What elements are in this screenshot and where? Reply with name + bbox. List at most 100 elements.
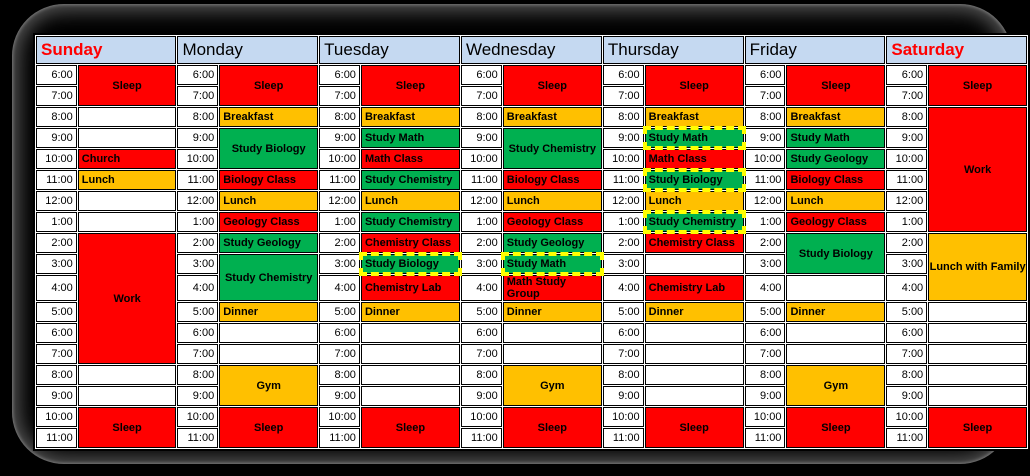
empty-cell-thursday-14[interactable] [644,365,744,385]
empty-cell-saturday-15[interactable] [928,386,1027,406]
time-cell-wednesday-10[interactable]: 4:00 [460,275,502,301]
event-wednesday-geology-class[interactable]: Geology Class [502,212,602,232]
time-cell-saturday-2[interactable]: 8:00 [886,107,928,127]
event-wednesday-sleep[interactable]: Sleep [502,407,602,448]
time-cell-sunday-7[interactable]: 1:00 [36,212,77,232]
time-cell-friday-2[interactable]: 8:00 [744,107,786,127]
empty-cell-tuesday-15[interactable] [360,386,460,406]
time-cell-sunday-8[interactable]: 2:00 [36,233,77,253]
time-cell-monday-10[interactable]: 4:00 [177,275,219,301]
time-cell-wednesday-0[interactable]: 6:00 [460,65,502,85]
time-cell-tuesday-13[interactable]: 7:00 [319,344,360,364]
time-cell-tuesday-9[interactable]: 3:00 [319,254,360,274]
event-wednesday-dinner[interactable]: Dinner [502,302,602,322]
time-cell-sunday-3[interactable]: 9:00 [36,128,77,148]
time-cell-sunday-2[interactable]: 8:00 [36,107,77,127]
event-friday-study-biology[interactable]: Study Biology [786,233,886,274]
time-cell-sunday-17[interactable]: 11:00 [36,428,77,448]
event-sunday-work[interactable]: Work [77,233,177,364]
time-cell-friday-15[interactable]: 9:00 [744,386,786,406]
event-wednesday-gym[interactable]: Gym [502,365,602,406]
event-friday-lunch[interactable]: Lunch [786,191,886,211]
time-cell-sunday-12[interactable]: 6:00 [36,323,77,343]
time-cell-saturday-11[interactable]: 5:00 [886,302,928,322]
time-cell-monday-15[interactable]: 9:00 [177,386,219,406]
time-cell-tuesday-3[interactable]: 9:00 [319,128,360,148]
event-friday-dinner[interactable]: Dinner [786,302,886,322]
time-cell-thursday-5[interactable]: 11:00 [602,170,644,190]
time-cell-sunday-16[interactable]: 10:00 [36,407,77,427]
time-cell-monday-13[interactable]: 7:00 [177,344,219,364]
empty-cell-monday-13[interactable] [219,344,319,364]
time-cell-wednesday-5[interactable]: 11:00 [460,170,502,190]
event-sunday-lunch[interactable]: Lunch [77,170,177,190]
empty-cell-saturday-14[interactable] [928,365,1027,385]
empty-cell-sunday-14[interactable] [77,365,177,385]
time-cell-wednesday-3[interactable]: 9:00 [460,128,502,148]
event-tuesday-lunch[interactable]: Lunch [360,191,460,211]
empty-cell-saturday-13[interactable] [928,344,1027,364]
time-cell-wednesday-1[interactable]: 7:00 [460,86,502,106]
time-cell-saturday-7[interactable]: 1:00 [886,212,928,232]
event-tuesday-chemistry-lab[interactable]: Chemistry Lab [360,275,460,301]
time-cell-wednesday-2[interactable]: 8:00 [460,107,502,127]
time-cell-thursday-8[interactable]: 2:00 [602,233,644,253]
event-monday-dinner[interactable]: Dinner [219,302,319,322]
event-tuesday-study-chemistry[interactable]: Study Chemistry [360,212,460,232]
time-cell-sunday-5[interactable]: 11:00 [36,170,77,190]
time-cell-thursday-14[interactable]: 8:00 [602,365,644,385]
time-cell-wednesday-9[interactable]: 3:00 [460,254,502,274]
time-cell-monday-9[interactable]: 3:00 [177,254,219,274]
time-cell-saturday-6[interactable]: 12:00 [886,191,928,211]
time-cell-friday-0[interactable]: 6:00 [744,65,786,85]
time-cell-saturday-12[interactable]: 6:00 [886,323,928,343]
time-cell-thursday-4[interactable]: 10:00 [602,149,644,169]
event-monday-biology-class[interactable]: Biology Class [219,170,319,190]
event-thursday-lunch[interactable]: Lunch [644,191,744,211]
time-cell-wednesday-16[interactable]: 10:00 [460,407,502,427]
time-cell-tuesday-16[interactable]: 10:00 [319,407,360,427]
time-cell-saturday-9[interactable]: 3:00 [886,254,928,274]
time-cell-wednesday-8[interactable]: 2:00 [460,233,502,253]
time-cell-tuesday-14[interactable]: 8:00 [319,365,360,385]
day-header-saturday[interactable]: Saturday [886,36,1027,64]
time-cell-friday-6[interactable]: 12:00 [744,191,786,211]
event-tuesday-study-chemistry[interactable]: Study Chemistry [360,170,460,190]
event-thursday-dinner[interactable]: Dinner [644,302,744,322]
time-cell-wednesday-17[interactable]: 11:00 [460,428,502,448]
time-cell-saturday-14[interactable]: 8:00 [886,365,928,385]
time-cell-wednesday-12[interactable]: 6:00 [460,323,502,343]
event-thursday-chemistry-class[interactable]: Chemistry Class [644,233,744,253]
event-monday-study-biology[interactable]: Study Biology [219,128,319,169]
event-friday-study-geology[interactable]: Study Geology [786,149,886,169]
time-cell-friday-14[interactable]: 8:00 [744,365,786,385]
time-cell-monday-17[interactable]: 11:00 [177,428,219,448]
time-cell-friday-16[interactable]: 10:00 [744,407,786,427]
event-tuesday-math-class[interactable]: Math Class [360,149,460,169]
day-header-tuesday[interactable]: Tuesday [319,36,460,64]
event-tuesday-dinner[interactable]: Dinner [360,302,460,322]
time-cell-monday-1[interactable]: 7:00 [177,86,219,106]
time-cell-friday-3[interactable]: 9:00 [744,128,786,148]
day-header-thursday[interactable]: Thursday [602,36,744,64]
event-monday-geology-class[interactable]: Geology Class [219,212,319,232]
time-cell-thursday-17[interactable]: 11:00 [602,428,644,448]
time-cell-tuesday-7[interactable]: 1:00 [319,212,360,232]
day-header-wednesday[interactable]: Wednesday [460,36,602,64]
time-cell-thursday-2[interactable]: 8:00 [602,107,644,127]
time-cell-thursday-12[interactable]: 6:00 [602,323,644,343]
empty-cell-sunday-7[interactable] [77,212,177,232]
time-cell-thursday-13[interactable]: 7:00 [602,344,644,364]
time-cell-thursday-3[interactable]: 9:00 [602,128,644,148]
event-saturday-sleep[interactable]: Sleep [928,65,1027,106]
time-cell-friday-8[interactable]: 2:00 [744,233,786,253]
time-cell-wednesday-7[interactable]: 1:00 [460,212,502,232]
event-wednesday-study-geology[interactable]: Study Geology [502,233,602,253]
time-cell-sunday-1[interactable]: 7:00 [36,86,77,106]
time-cell-thursday-15[interactable]: 9:00 [602,386,644,406]
time-cell-friday-10[interactable]: 4:00 [744,275,786,301]
event-friday-sleep[interactable]: Sleep [786,407,886,448]
time-cell-monday-2[interactable]: 8:00 [177,107,219,127]
time-cell-sunday-9[interactable]: 3:00 [36,254,77,274]
empty-cell-saturday-12[interactable] [928,323,1027,343]
